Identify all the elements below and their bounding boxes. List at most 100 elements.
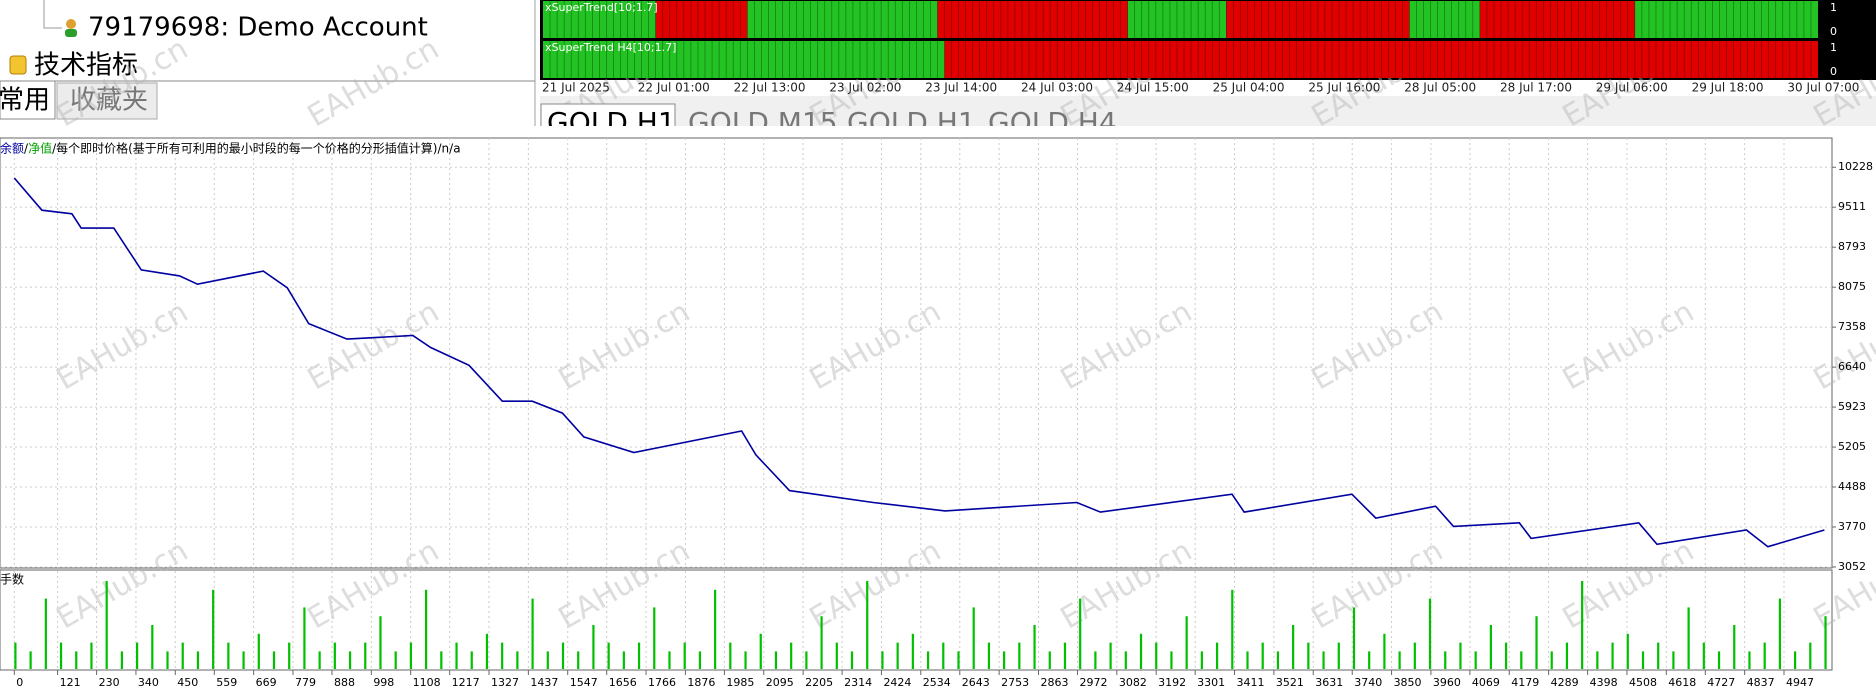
lot-bar xyxy=(1063,642,1067,669)
trend-run xyxy=(747,1,938,38)
x-tick-label: 3631 xyxy=(1315,676,1343,689)
lot-bar xyxy=(59,642,63,669)
lot-bar xyxy=(1748,651,1751,669)
lot-bar xyxy=(1215,642,1219,669)
y-tick-label: 5923 xyxy=(1838,400,1866,413)
legend-text: / xyxy=(438,142,443,156)
chart-tab[interactable]: GOLD,H1 xyxy=(847,106,976,139)
lots-label: 手数 xyxy=(0,572,24,587)
chart-tab[interactable]: GOLD,H1 xyxy=(547,106,676,139)
x-tick-label: 1766 xyxy=(648,676,676,689)
chart-tab[interactable]: GOLD,M15 xyxy=(688,106,838,139)
lot-bar xyxy=(850,651,854,669)
lot-bar xyxy=(1641,651,1645,669)
strip-label: xSuperTrend H4[10;1.7] xyxy=(545,41,676,54)
lot-bar xyxy=(1687,607,1690,669)
time-axis xyxy=(540,80,1876,96)
time-label: 28 Jul 17:00 xyxy=(1500,81,1572,95)
legend-text: 每个即时价格(基于所有可利用的最小时段的每一个价格的分形插值计算) xyxy=(56,141,437,156)
tree-line xyxy=(43,0,62,29)
account-icon xyxy=(66,19,76,29)
x-tick-label: 779 xyxy=(295,676,316,689)
lot-bar xyxy=(14,642,17,669)
lot-bar xyxy=(470,651,473,669)
lot-bar xyxy=(516,651,519,669)
x-tick-label: 1108 xyxy=(413,676,441,689)
tabs: GOLD,H1 GOLD,M15 GOLD,H1 GOLD,H4 xyxy=(540,103,1117,139)
lot-bar xyxy=(1337,642,1340,669)
lot-bar xyxy=(227,642,230,669)
lot-bar xyxy=(1124,651,1127,669)
x-tick-label: 2314 xyxy=(844,676,872,689)
lot-bar xyxy=(29,651,32,669)
trend-run xyxy=(543,1,656,38)
x-tick-label: 2424 xyxy=(883,676,911,689)
lot-bar xyxy=(257,633,260,669)
x-tick-label: 230 xyxy=(99,676,120,689)
lot-bar xyxy=(957,651,960,669)
lot-bar xyxy=(348,651,352,669)
lot-bar xyxy=(1033,625,1036,669)
time-label: 24 Jul 15:00 xyxy=(1117,81,1189,95)
lot-bar xyxy=(1733,625,1736,669)
tab[interactable] xyxy=(0,80,56,120)
lot-bar xyxy=(683,642,686,669)
lot-bar xyxy=(44,598,47,669)
lot-bar xyxy=(835,642,838,669)
indicators[interactable]: 技术指标 xyxy=(34,51,138,81)
lot-bar xyxy=(759,633,762,669)
lot-bar xyxy=(1322,651,1325,669)
strip-tick: 0 xyxy=(1830,25,1837,38)
x-tick-label: 340 xyxy=(138,676,159,689)
lot-bar xyxy=(1763,642,1766,669)
balance-line xyxy=(13,177,1825,548)
tab-label[interactable]: 常用 xyxy=(0,86,50,116)
tab[interactable] xyxy=(56,82,158,120)
account[interactable]: 79179698: Demo Account xyxy=(88,13,428,43)
time-label: 28 Jul 05:00 xyxy=(1404,81,1476,95)
lot-bar xyxy=(820,616,823,669)
indicator-icon xyxy=(9,55,27,75)
lot-bar xyxy=(1565,642,1569,669)
lot-bar xyxy=(379,616,382,669)
lot-bar xyxy=(364,642,367,669)
y-tick-label: 10228 xyxy=(1838,160,1873,173)
x-tick-label: 2643 xyxy=(962,676,990,689)
y-tick-label: 3770 xyxy=(1838,520,1866,533)
lot-bar xyxy=(1307,642,1310,669)
lot-bar xyxy=(1717,651,1721,669)
lot-bar xyxy=(151,625,154,669)
lot-bar xyxy=(1139,633,1143,669)
x-tick-label: 4289 xyxy=(1551,676,1579,689)
x-tick-label: 2205 xyxy=(805,676,833,689)
x-tick-label: 1985 xyxy=(726,676,754,689)
lot-bar xyxy=(637,642,641,669)
time-label: 22 Jul 13:00 xyxy=(734,81,806,95)
lot-bar xyxy=(1596,651,1599,669)
lot-bar xyxy=(729,642,732,669)
x-tick-label: 2095 xyxy=(766,676,794,689)
lot-bar xyxy=(1109,642,1112,669)
lot-bar xyxy=(1581,581,1584,669)
lot-bar xyxy=(501,642,504,669)
lot-bar xyxy=(1809,642,1812,669)
lot-bar xyxy=(592,625,595,669)
lot-bar xyxy=(1778,598,1781,669)
x-tick-label: 3850 xyxy=(1394,676,1422,689)
x-tick-label: 3521 xyxy=(1276,676,1304,689)
lot-bar xyxy=(1276,651,1280,669)
tab-label[interactable]: 收藏夹 xyxy=(70,86,148,116)
trend-run xyxy=(543,41,945,78)
lot-bar xyxy=(1003,651,1006,669)
lot-bar xyxy=(1474,651,1477,669)
time-label: 29 Jul 06:00 xyxy=(1596,81,1668,95)
time-label: 29 Jul 18:00 xyxy=(1692,81,1764,95)
x-tick-label: 1656 xyxy=(609,676,637,689)
lot-bar xyxy=(1702,642,1705,669)
lot-bar xyxy=(1550,651,1553,669)
lot-bar xyxy=(607,642,610,669)
chart-tab[interactable]: GOLD,H4 xyxy=(988,106,1117,139)
x-tick-label: 450 xyxy=(177,676,198,689)
x-tick-label: 3301 xyxy=(1197,676,1225,689)
lot-bar xyxy=(288,642,291,669)
